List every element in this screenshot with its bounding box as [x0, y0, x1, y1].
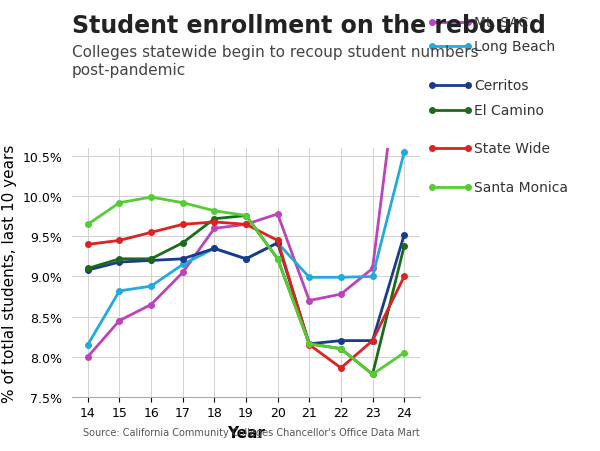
Text: Colleges statewide begin to recoup student numbers
post-pandemic: Colleges statewide begin to recoup stude…: [72, 45, 479, 78]
Text: Cerritos: Cerritos: [474, 79, 529, 92]
Text: Santa Monica: Santa Monica: [474, 180, 568, 194]
X-axis label: Year: Year: [227, 425, 265, 440]
Text: Mt. SAC: Mt. SAC: [474, 16, 528, 29]
Text: Student enrollment on the rebound: Student enrollment on the rebound: [72, 14, 546, 37]
Text: State Wide: State Wide: [474, 142, 550, 156]
Text: El Camino: El Camino: [474, 104, 544, 117]
Text: Long Beach: Long Beach: [474, 41, 555, 54]
Text: Source: California Community Colleges Chancellor's Office Data Mart: Source: California Community Colleges Ch…: [83, 428, 420, 437]
Y-axis label: % of totlal students, last 10 years: % of totlal students, last 10 years: [2, 144, 17, 402]
